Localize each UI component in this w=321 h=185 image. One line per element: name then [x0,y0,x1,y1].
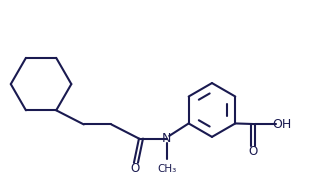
Text: O: O [130,162,139,175]
Text: CH₃: CH₃ [157,164,176,174]
Text: O: O [249,145,258,158]
Text: OH: OH [272,118,291,131]
Text: N: N [162,132,171,145]
